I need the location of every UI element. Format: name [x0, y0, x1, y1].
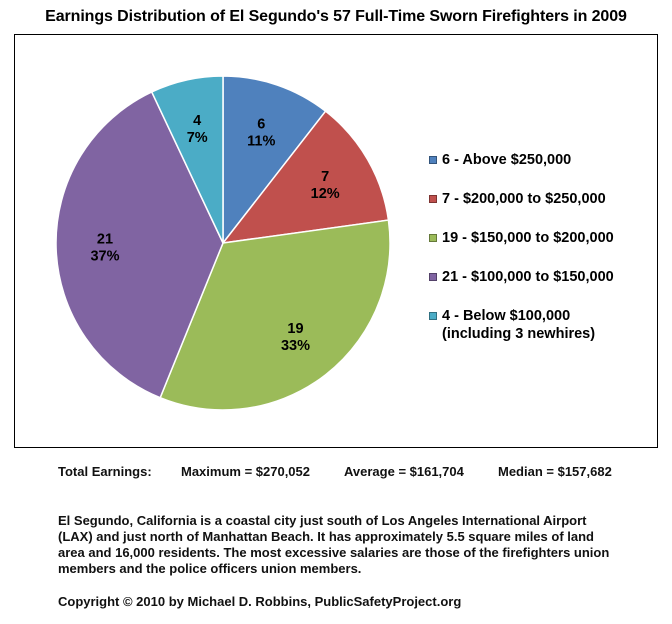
legend-swatch-0 [429, 156, 437, 164]
slice-percent-label-1: 12% [311, 186, 340, 202]
copyright: Copyright © 2010 by Michael D. Robbins, … [58, 594, 462, 609]
legend-swatch-3 [429, 273, 437, 281]
description: El Segundo, California is a coastal city… [58, 513, 610, 576]
slice-count-label-4: 4 [193, 113, 201, 129]
stats-average: Average = $161,704 [344, 464, 464, 479]
pie-slice-0 [222, 75, 327, 246]
pie-slice-3 [55, 90, 224, 399]
legend-swatch-4 [429, 312, 437, 320]
legend-swatch-2 [429, 234, 437, 242]
legend-swatch-1 [429, 195, 437, 203]
legend-label-1: 7 - $200,000 to $250,000 [442, 191, 606, 207]
legend-label-3: 21 - $100,000 to $150,000 [442, 269, 614, 285]
legend-label-2: 19 - $150,000 to $200,000 [442, 230, 614, 246]
legend-label-0: 6 - Above $250,000 [442, 152, 572, 168]
slice-count-label-3: 21 [97, 231, 113, 247]
legend-sublabel-4: (including 3 newhires) [442, 326, 596, 342]
slice-percent-label-2: 33% [281, 338, 310, 354]
pie-slice-1 [221, 110, 390, 244]
slice-percent-label-0: 11% [247, 133, 275, 149]
pie-slice-4 [150, 75, 224, 244]
slice-percent-label-4: 7% [187, 130, 208, 146]
pie-slice-2 [159, 219, 391, 411]
chart-area: 6 11% 7 12% 19 33% 21 37% 4 7% 6 - Above $250,000… [14, 34, 658, 448]
chart-title: Earnings Distribution of El Segundo's 57… [45, 8, 627, 25]
stats-median: Median = $157,682 [498, 464, 612, 479]
legend-label-4: 4 - Below $100,000 [442, 308, 571, 324]
stats-maximum: Maximum = $270,052 [181, 464, 310, 479]
slice-count-label-1: 7 [321, 169, 329, 185]
stats-label: Total Earnings: [58, 464, 152, 479]
slice-percent-label-3: 37% [90, 248, 119, 264]
slice-count-label-2: 19 [287, 321, 303, 337]
slice-count-label-0: 6 [257, 116, 265, 132]
